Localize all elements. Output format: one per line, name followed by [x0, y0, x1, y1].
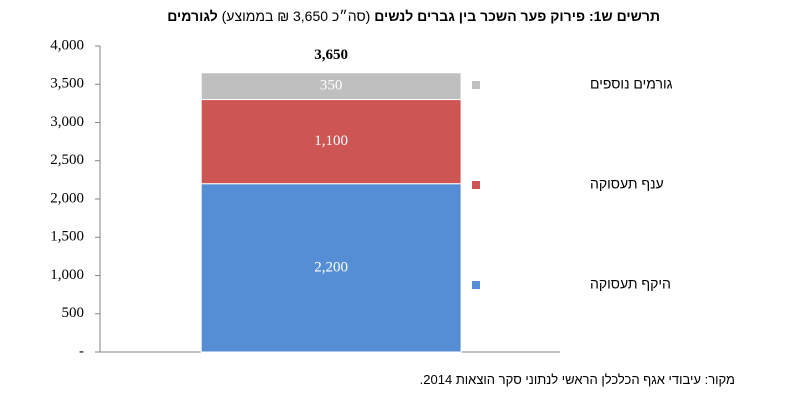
bar-segment [200, 72, 462, 101]
total-label: 3,650 [314, 47, 348, 63]
y-tick-label: 2,000 [50, 190, 84, 206]
y-tick-label: 1,000 [50, 267, 84, 283]
title-end: לגורמים [167, 8, 218, 24]
chart-title: תרשים ש1: פירוק פער השכר בין גברים לנשים [374, 8, 660, 24]
legend-swatch [472, 181, 480, 189]
bar-segment [200, 183, 462, 353]
y-tick-label: 500 [62, 305, 85, 321]
bar-segment [200, 99, 462, 185]
legend-label: היקף תעסוקה [590, 276, 671, 292]
y-tick-label: 4,000 [50, 37, 84, 53]
value-label: 350 [320, 78, 343, 94]
legend-label: ענף תעסוקה [590, 176, 664, 192]
value-label: 2,200 [314, 259, 348, 275]
y-tick-label: 2,500 [50, 152, 84, 168]
title-block: תרשים ש1: פירוק פער השכר בין גברים לנשים… [167, 8, 660, 24]
y-tick-label: 3,500 [50, 76, 84, 92]
title-note: (סה״כ 3,650 ₪ בממוצע) [221, 8, 371, 24]
y-tick-label: - [79, 343, 84, 359]
legend-swatch [472, 281, 480, 289]
legend-swatch [472, 81, 480, 89]
source-note: מקור: עיבודי אגף הכלכלן הראשי לנתוני סקר… [419, 372, 735, 387]
legend-label: גורמים נוספים [590, 76, 673, 92]
y-tick-label: 1,500 [50, 229, 84, 245]
y-tick-label: 3,000 [50, 114, 84, 130]
value-label: 1,100 [314, 133, 348, 149]
